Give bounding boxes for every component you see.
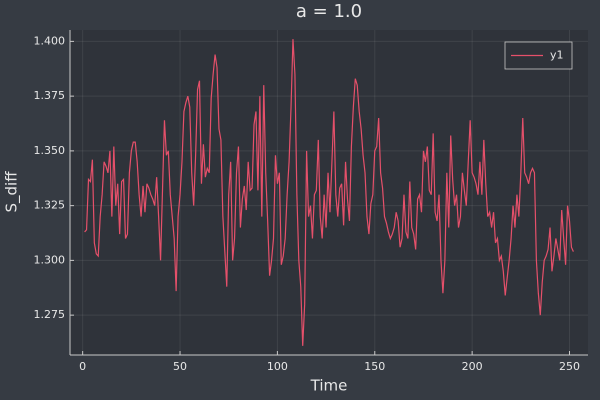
chart-title: a = 1.0 — [296, 1, 362, 22]
y-axis-label: S_diff — [3, 171, 22, 213]
x-tick-label: 0 — [79, 360, 86, 373]
y-tick-label: 1.400 — [34, 34, 66, 47]
y-tick-label: 1.300 — [34, 253, 66, 266]
x-axis-label: Time — [310, 377, 348, 395]
legend-label: y1 — [550, 49, 564, 62]
y-tick-label: 1.275 — [34, 308, 66, 321]
y-tick-label: 1.375 — [34, 89, 66, 102]
x-tick-label: 100 — [267, 360, 288, 373]
x-tick-label: 200 — [462, 360, 483, 373]
y-tick-label: 1.350 — [34, 144, 66, 157]
x-tick-label: 50 — [173, 360, 187, 373]
data-line — [84, 39, 574, 346]
x-tick-label: 150 — [364, 360, 385, 373]
y-tick-label: 1.325 — [34, 199, 66, 212]
x-tick-label: 250 — [559, 360, 580, 373]
